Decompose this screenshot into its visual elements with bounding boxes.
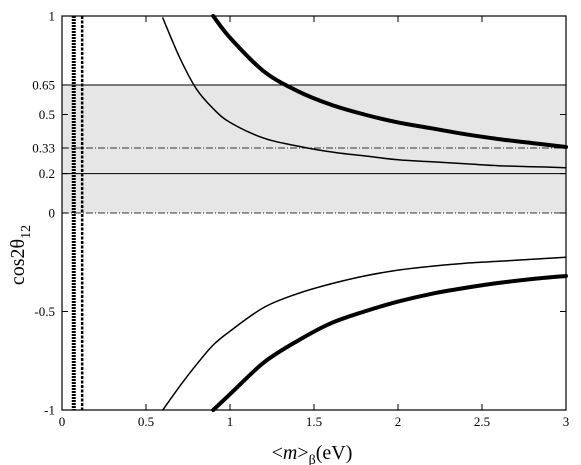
x-axis-title-subscript: β	[309, 453, 316, 465]
y-axis-title-subscript: 12	[19, 225, 34, 239]
x-axis-title: <m>β(eV)	[272, 442, 353, 465]
y-tick-label: 0.2	[39, 166, 55, 181]
y-axis-title: cos2θ12	[7, 225, 34, 285]
y-tick-label: -1	[44, 403, 55, 418]
x-tick-label: 2	[395, 414, 402, 429]
y-tick-label: 0.65	[32, 77, 55, 92]
vertical-lines-layer	[71, 16, 84, 410]
y-tick-label: -0.5	[34, 304, 55, 319]
x-tick-label: 0.5	[138, 414, 154, 429]
x-tick-label: 0	[59, 414, 66, 429]
x-axis-title-unit: (eV)	[316, 442, 353, 464]
x-axis-title-close: >	[297, 442, 308, 464]
series-curve	[162, 17, 567, 169]
y-tick-label: 1	[49, 9, 56, 24]
ticks-layer: 0 0.5 1 1.5 2 2.5 3 1 0.65 0.5 0.33 0.2 0 -0.5 -1	[32, 9, 569, 430]
series-curve	[162, 256, 567, 411]
x-tick-label: 1.5	[306, 414, 322, 429]
y-tick-label: 0.5	[39, 107, 55, 122]
x-tick-label: 3	[563, 414, 570, 429]
series-curve	[211, 274, 568, 412]
x-tick-label: 1	[227, 414, 234, 429]
series-curve	[211, 14, 568, 149]
series-layer	[162, 14, 568, 412]
x-axis-title-symbol: m	[283, 442, 297, 464]
x-tick-label: 2.5	[474, 414, 490, 429]
x-axis-title-open: <	[272, 442, 283, 464]
horizontal-lines-layer	[62, 84, 566, 214]
y-axis-title-base: cos2θ	[7, 239, 29, 285]
y-tick-label: 0.33	[32, 140, 55, 155]
y-tick-label: 0	[49, 206, 56, 221]
